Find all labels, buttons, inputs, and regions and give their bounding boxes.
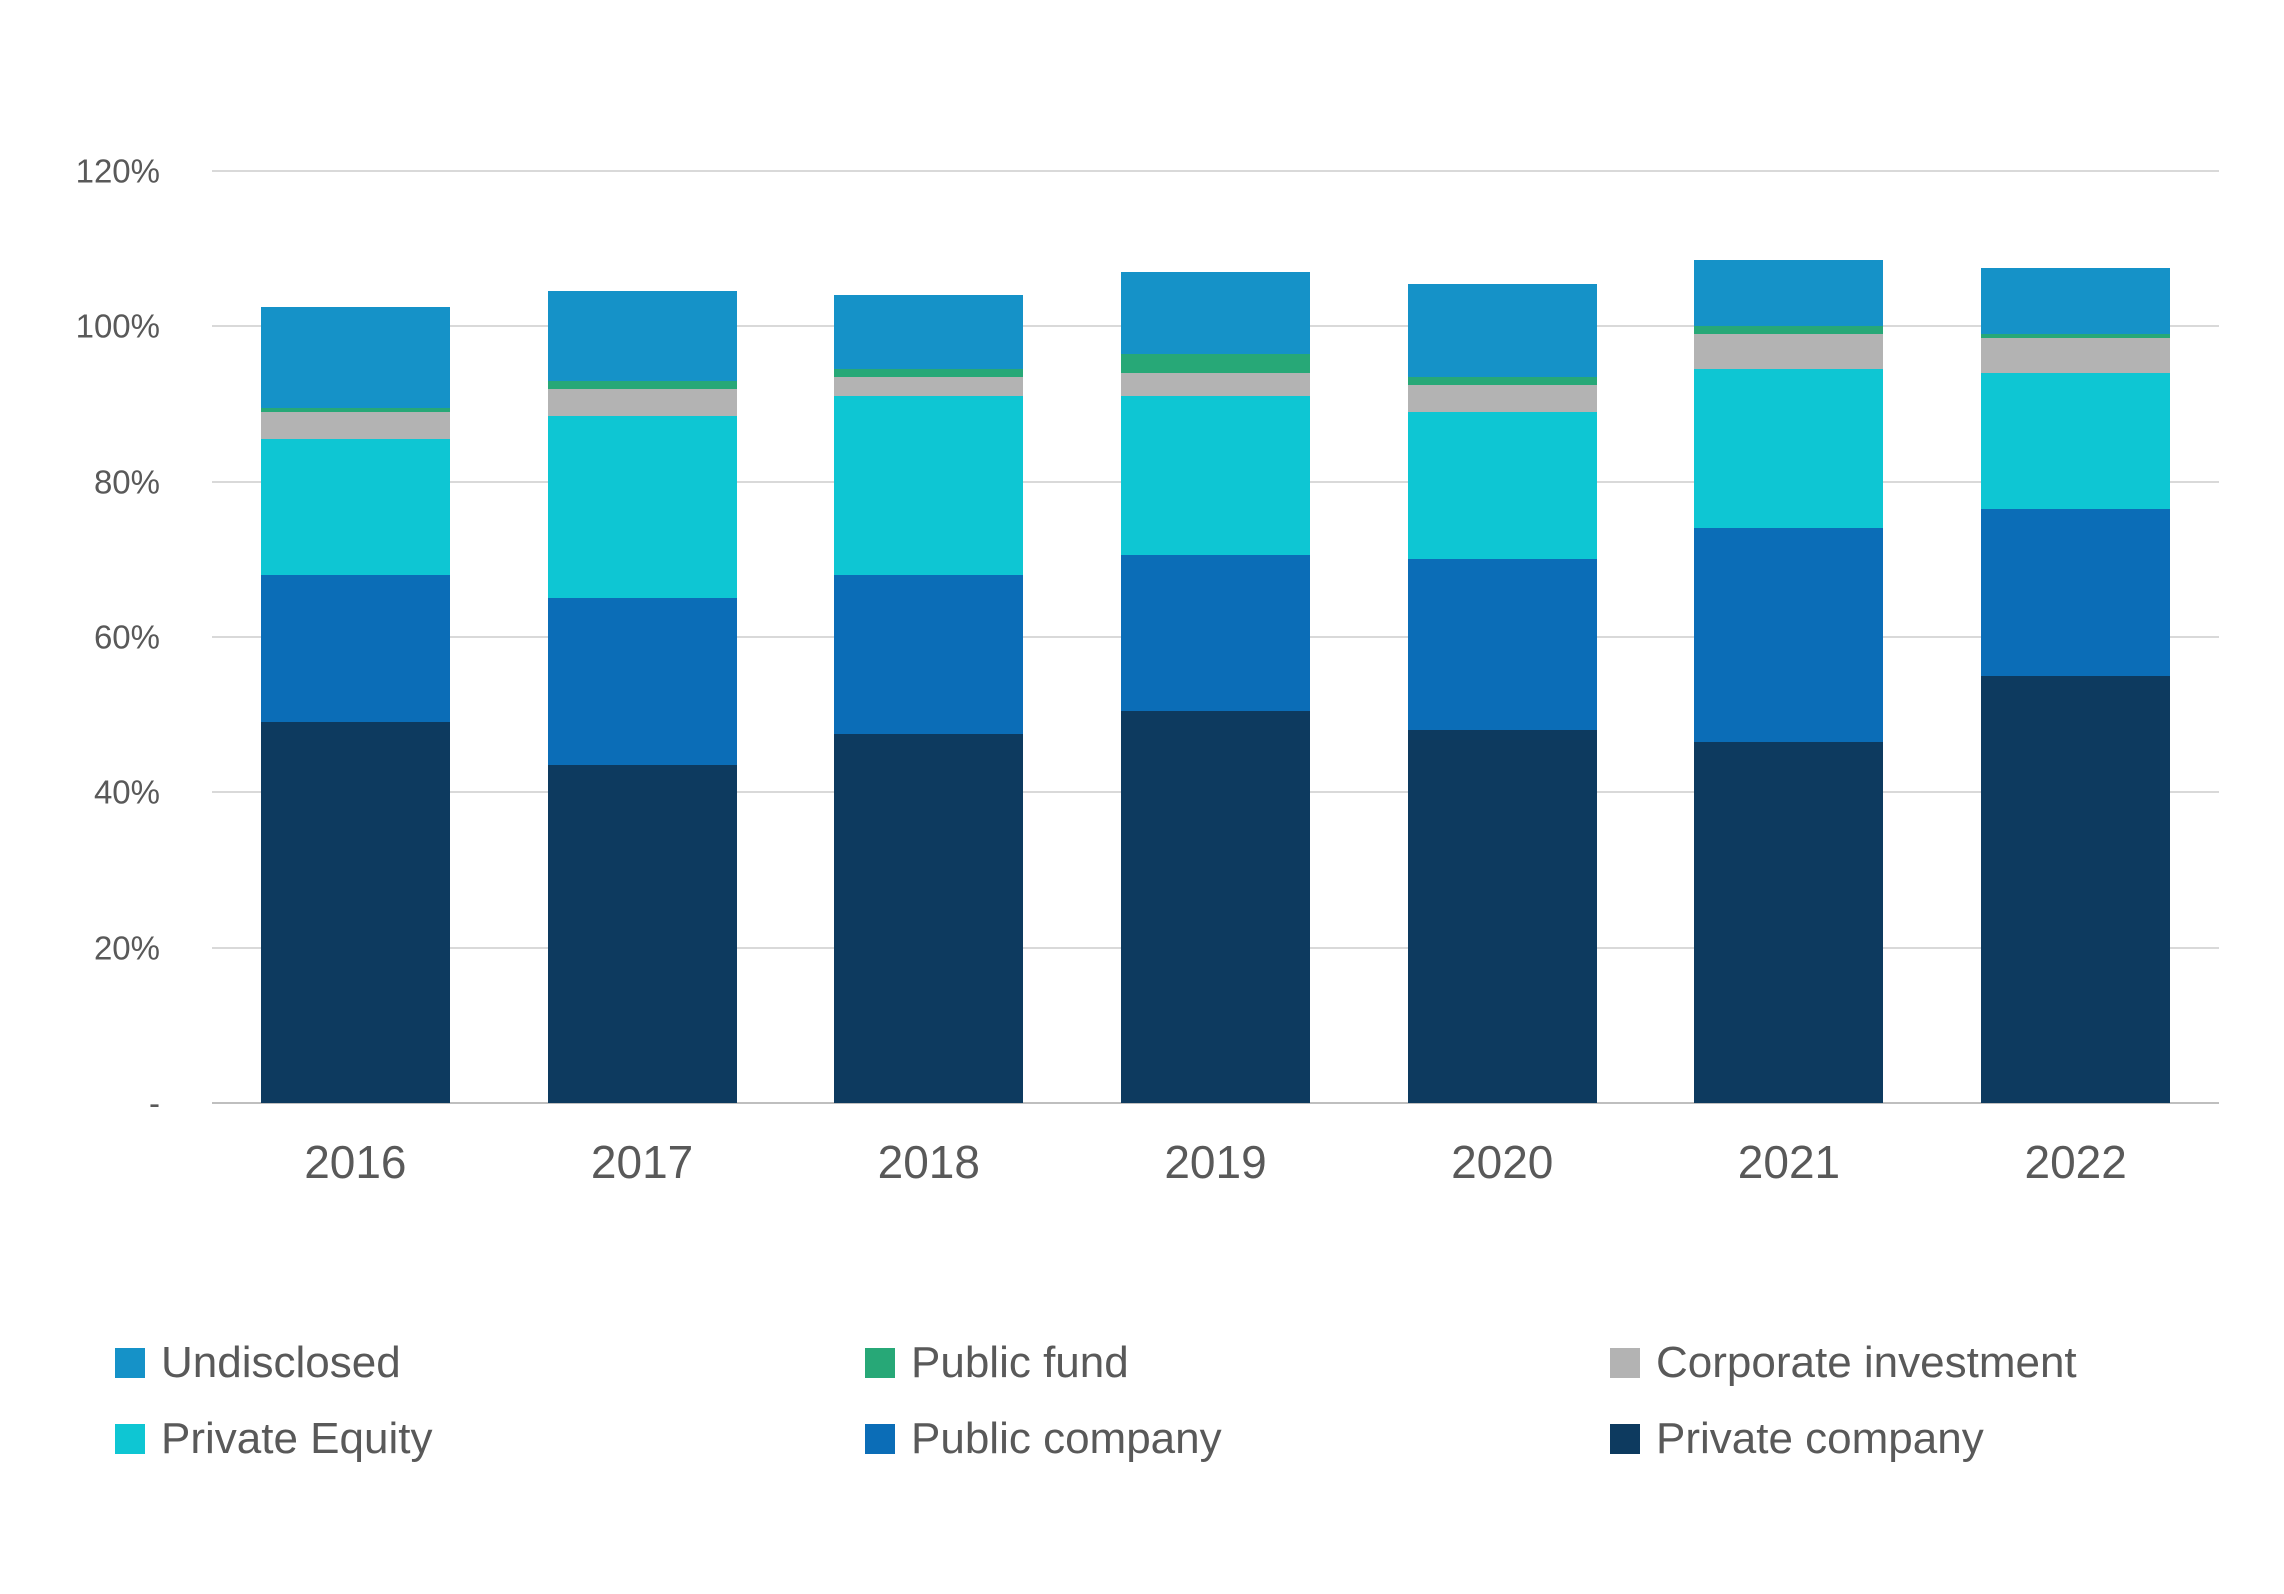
x-tick-label-2016: 2016 (304, 1136, 407, 1188)
segment-private-company-2017 (547, 765, 737, 1103)
bar-stack-2018 (834, 171, 1024, 1103)
segment-public-fund-2022 (1981, 334, 2171, 339)
segment-private-company-2019 (1121, 710, 1311, 1103)
legend-swatch-public-company (865, 1424, 895, 1454)
bar-2021 (1646, 171, 1933, 1103)
segment-public-company-2019 (1121, 555, 1311, 711)
segment-corporate-investment-2016 (260, 411, 450, 439)
x-tick-label-2018: 2018 (877, 1136, 980, 1188)
segment-private-company-2016 (260, 722, 450, 1103)
segment-undisclosed-2020 (1407, 283, 1597, 377)
bar-2022 (1932, 171, 2219, 1103)
segment-corporate-investment-2020 (1407, 384, 1597, 412)
y-tick-label-60: 60% (93, 618, 160, 656)
y-tick-label-40: 40% (93, 773, 160, 811)
legend-label-public-company: Public company (911, 1414, 1222, 1463)
legend-item-public-company: Public company (865, 1414, 1610, 1464)
segment-undisclosed-2016 (260, 306, 450, 408)
segment-public-company-2016 (260, 574, 450, 723)
segment-private-equity-2017 (547, 415, 737, 599)
legend-label-undisclosed: Undisclosed (161, 1338, 401, 1387)
x-tick-label-2019: 2019 (1164, 1136, 1267, 1188)
segment-private-company-2022 (1981, 675, 2171, 1103)
segment-corporate-investment-2017 (547, 388, 737, 416)
legend-item-private-equity: Private Equity (115, 1414, 865, 1464)
bar-stack-2019 (1121, 171, 1311, 1103)
segment-public-company-2018 (834, 574, 1024, 735)
legend-swatch-corporate-investment (1610, 1348, 1640, 1378)
segment-private-equity-2020 (1407, 411, 1597, 560)
bar-2020 (1359, 171, 1646, 1103)
x-axis: 2016 2017 2018 2019 2020 2021 2022 (212, 1135, 2219, 1189)
x-tick-label-2017: 2017 (590, 1136, 694, 1188)
segment-undisclosed-2018 (834, 295, 1024, 370)
segment-public-fund-2017 (547, 380, 737, 389)
segment-corporate-investment-2019 (1121, 372, 1311, 397)
y-tick-label-0: - (149, 1084, 160, 1122)
bar-stack-2020 (1407, 171, 1597, 1103)
segment-corporate-investment-2022 (1981, 338, 2171, 373)
legend-row-2: Private Equity Public company Private comp… (115, 1414, 2225, 1464)
x-tick-label-2022: 2022 (2024, 1136, 2127, 1188)
legend-item-undisclosed: Undisclosed (115, 1338, 865, 1388)
segment-corporate-investment-2018 (834, 376, 1024, 397)
legend-label-public-fund: Public fund (911, 1338, 1129, 1387)
segment-private-company-2020 (1407, 730, 1597, 1103)
bar-2016 (212, 171, 499, 1103)
segment-public-company-2020 (1407, 559, 1597, 731)
segment-private-equity-2019 (1121, 396, 1311, 556)
segment-undisclosed-2022 (1981, 268, 2171, 335)
segment-public-fund-2018 (834, 369, 1024, 377)
segment-undisclosed-2017 (547, 291, 737, 381)
segment-public-fund-2016 (260, 407, 450, 412)
legend-row-1: Undisclosed Public fund Corporate investme… (115, 1338, 2225, 1388)
bar-2018 (785, 171, 1072, 1103)
x-tick-label-2020: 2020 (1451, 1136, 1554, 1188)
segment-corporate-investment-2021 (1694, 334, 1884, 370)
segment-public-fund-2021 (1694, 326, 1884, 335)
legend-label-private-company: Private company (1656, 1414, 1984, 1463)
legend-label-private-equity: Private Equity (161, 1414, 433, 1463)
legend-item-corporate-investment: Corporate investment (1610, 1338, 2225, 1388)
x-tick-label-2021: 2021 (1737, 1136, 1841, 1188)
gridline-0 (212, 1102, 2219, 1104)
y-axis: 120% 100% 80% 60% 40% 20% - (0, 155, 160, 1120)
legend-swatch-undisclosed (115, 1348, 145, 1378)
segment-private-company-2018 (834, 734, 1024, 1103)
segment-public-company-2022 (1981, 508, 2171, 676)
bar-stack-2017 (547, 171, 737, 1103)
y-tick-label-80: 80% (93, 463, 160, 501)
segment-private-equity-2021 (1694, 369, 1884, 529)
segment-undisclosed-2019 (1121, 272, 1311, 354)
segment-public-company-2021 (1694, 528, 1884, 742)
legend-swatch-private-company (1610, 1424, 1640, 1454)
legend-label-corporate-investment: Corporate investment (1656, 1338, 2077, 1387)
legend-item-public-fund: Public fund (865, 1338, 1610, 1388)
bar-stack-2022 (1981, 171, 2171, 1103)
bar-stack-2016 (260, 171, 450, 1103)
segment-private-company-2021 (1694, 741, 1884, 1103)
bar-2017 (499, 171, 786, 1103)
segment-private-equity-2016 (260, 438, 450, 575)
legend: Undisclosed Public fund Corporate investme… (115, 1338, 2225, 1490)
segment-public-fund-2019 (1121, 353, 1311, 373)
y-tick-label-100: 100% (75, 307, 160, 345)
segment-private-equity-2022 (1981, 372, 2171, 509)
y-tick-label-120: 120% (75, 152, 160, 190)
plot-area (212, 170, 2219, 1104)
gridline-120 (212, 170, 2219, 172)
legend-swatch-private-equity (115, 1424, 145, 1454)
legend-item-private-company: Private company (1610, 1414, 2225, 1464)
segment-public-fund-2020 (1407, 376, 1597, 385)
segment-private-equity-2018 (834, 396, 1024, 575)
bar-2019 (1072, 171, 1359, 1103)
y-tick-label-20: 20% (93, 929, 160, 967)
segment-public-company-2017 (547, 598, 737, 766)
bar-stack-2021 (1694, 171, 1884, 1103)
segment-undisclosed-2021 (1694, 260, 1884, 327)
legend-swatch-public-fund (865, 1348, 895, 1378)
